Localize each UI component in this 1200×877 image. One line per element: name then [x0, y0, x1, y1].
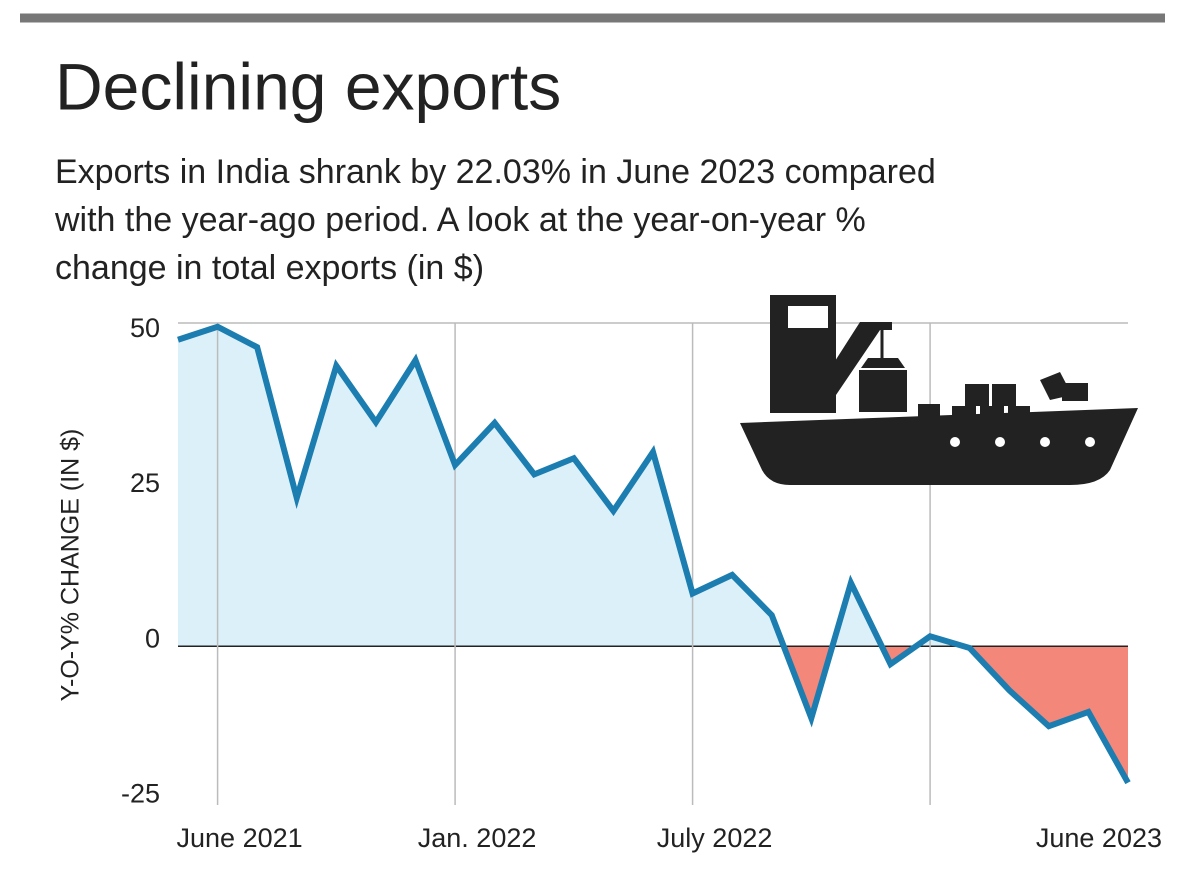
y-tick-label: 0 — [145, 623, 160, 653]
x-tick-label: Jan. 2022 — [418, 823, 537, 853]
positive-area — [178, 326, 1128, 647]
y-tick-label: -25 — [121, 778, 160, 808]
ship-icon — [740, 295, 1138, 485]
subtitle: Exports in India shrank by 22.03% in Jun… — [55, 153, 936, 191]
y-tick-label: 50 — [130, 313, 160, 343]
x-tick-label: June 2021 — [177, 823, 303, 853]
x-tick-label: June 2023 — [1036, 823, 1162, 853]
line — [177, 323, 1131, 785]
plot: -25 0 25 50 June 2021 Jan. 2022 July 2022 June … — [121, 313, 1162, 853]
chart-title: Declining exports — [55, 49, 561, 123]
y-tick-label: 25 — [130, 468, 160, 498]
x-tick-label: July 2022 — [657, 823, 773, 853]
negative-area — [783, 646, 1128, 783]
subtitle: with the year-ago period. A look at the … — [54, 201, 866, 239]
subtitle: change in total exports (in $) — [55, 249, 484, 287]
y-axis-label: Y-O-Y% CHANGE (IN $) — [57, 429, 85, 702]
